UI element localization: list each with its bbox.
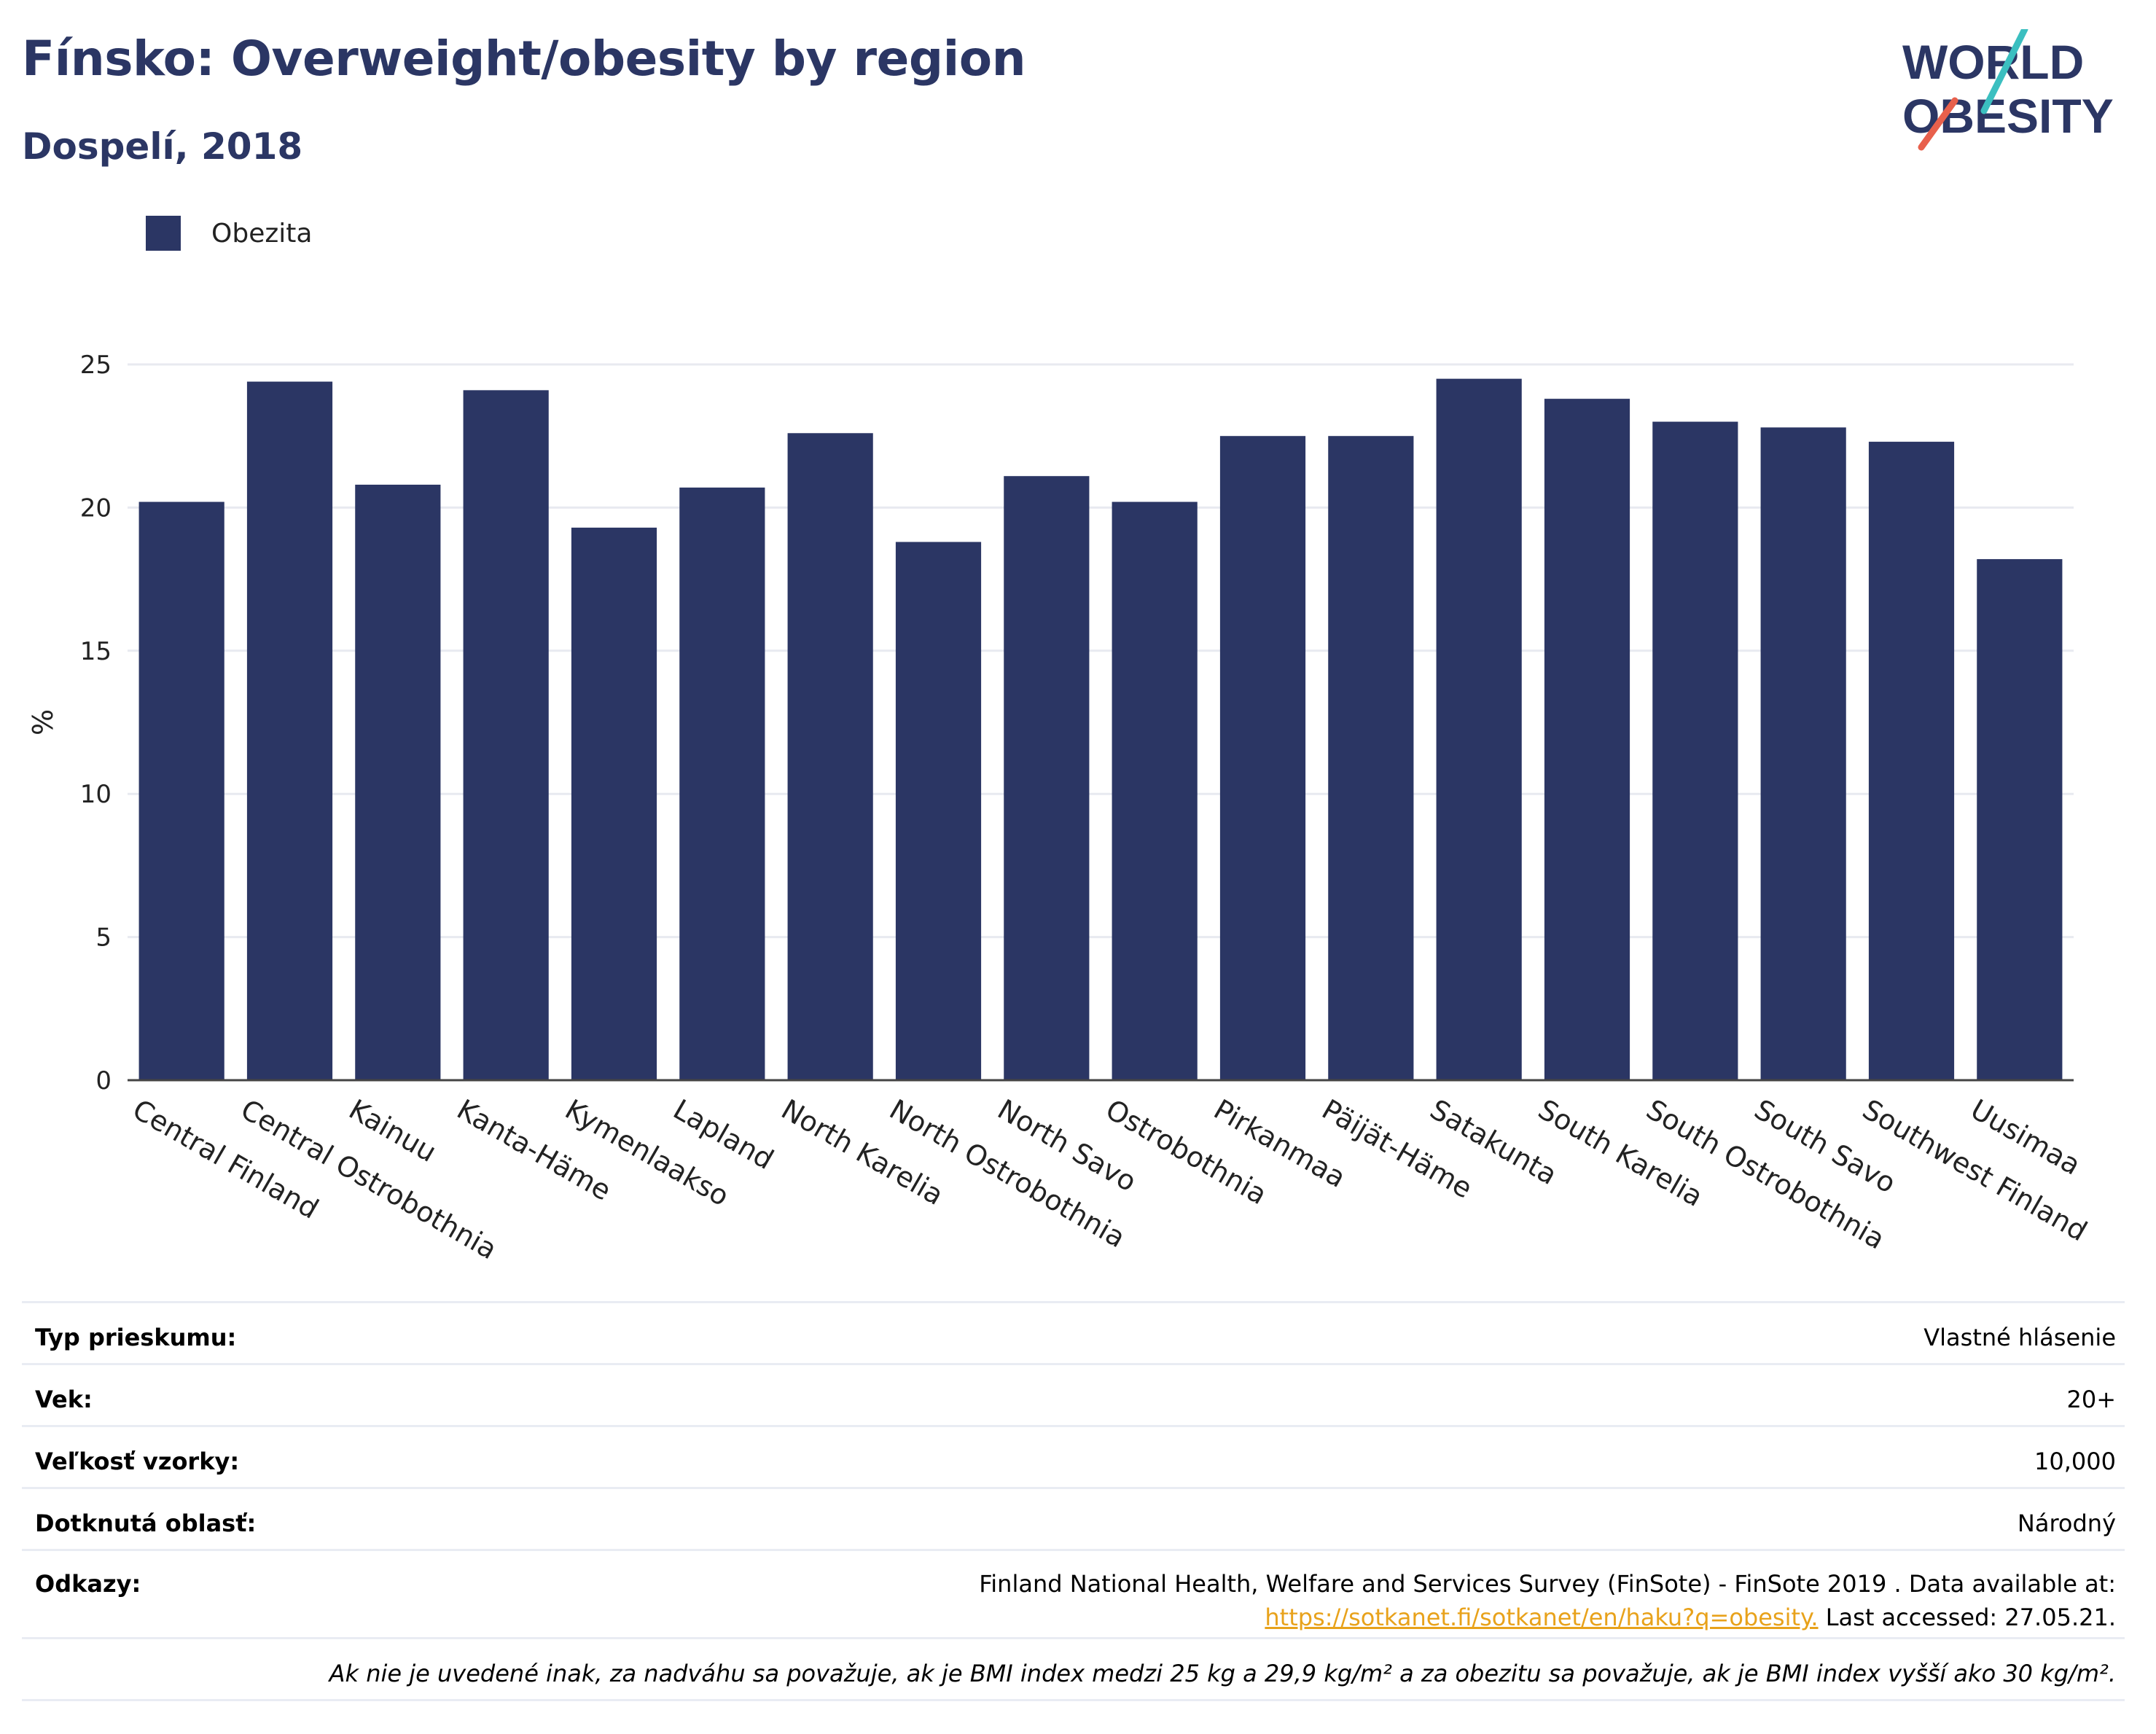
references-text: Finland National Health, Welfare and Ser… — [979, 1570, 2116, 1598]
sample-size-value: 10,000 — [2034, 1448, 2116, 1475]
sample-size-label: Veľkosť vzorky: — [35, 1448, 240, 1475]
y-tick-label: 5 — [95, 923, 112, 953]
bar — [246, 381, 333, 1080]
info-row-sample-size: Veľkosť vzorky: 10,000 — [22, 1425, 2125, 1487]
page-title: Fínsko: Overweight/obesity by region — [22, 31, 1026, 87]
logo-slash-red — [1918, 97, 1958, 151]
logo-text-obesity: OBESITY — [1902, 89, 2114, 143]
bar — [679, 487, 765, 1080]
y-tick-label: 15 — [80, 637, 112, 666]
footnote-text: Ak nie je uvedené inak, za nadváhu sa po… — [329, 1660, 2116, 1687]
bar — [1004, 476, 1090, 1080]
info-table: Typ prieskumu: Vlastné hlásenie Vek: 20+… — [22, 1301, 2125, 1701]
references-label: Odkazy: — [35, 1570, 141, 1598]
survey-type-value: Vlastné hlásenie — [1923, 1324, 2116, 1351]
info-row-area: Dotknutá oblasť: Národný — [22, 1487, 2125, 1549]
bar — [1219, 436, 1306, 1080]
y-tick-label: 0 — [95, 1066, 112, 1096]
y-tick-label: 10 — [80, 780, 112, 809]
info-row-survey-type: Typ prieskumu: Vlastné hlásenie — [22, 1301, 2125, 1363]
bar — [1112, 501, 1198, 1080]
references-value: Finland National Health, Welfare and Ser… — [979, 1567, 2116, 1634]
y-tick-label: 20 — [80, 493, 112, 523]
bar — [1436, 378, 1522, 1080]
logo-text-world: WORLD — [1902, 35, 2084, 89]
world-obesity-logo: WORLD OBESITY — [1902, 29, 2114, 151]
bar — [1652, 421, 1738, 1080]
info-row-age: Vek: 20+ — [22, 1363, 2125, 1425]
bar — [1544, 399, 1630, 1080]
bar — [1328, 436, 1414, 1080]
bar — [463, 390, 549, 1080]
references-accessed: Last accessed: 27.05.21. — [1818, 1604, 2116, 1631]
bar — [571, 527, 657, 1080]
info-row-references: Odkazy: Finland National Health, Welfare… — [22, 1549, 2125, 1637]
bar — [787, 433, 873, 1080]
bar — [1977, 559, 2063, 1080]
legend-swatch — [146, 216, 181, 251]
legend-label: Obezita — [211, 218, 313, 249]
bar — [895, 542, 982, 1080]
area-value: Národný — [2017, 1510, 2116, 1537]
x-tick-label: Central Finland — [128, 1093, 324, 1225]
y-axis-title: % — [27, 709, 59, 735]
y-tick-label: 25 — [80, 351, 112, 380]
info-row-footnote: Ak nie je uvedené inak, za nadváhu sa po… — [22, 1637, 2125, 1701]
area-label: Dotknutá oblasť: — [35, 1510, 257, 1537]
logo-slash-teal — [1980, 29, 2028, 114]
references-link[interactable]: https://sotkanet.fi/sotkanet/en/haku?q=o… — [1265, 1604, 1819, 1631]
age-value: 20+ — [2066, 1386, 2116, 1413]
age-label: Vek: — [35, 1386, 93, 1413]
bar — [1868, 442, 1955, 1080]
chart-legend: Obezita — [146, 216, 312, 251]
bar — [355, 484, 441, 1080]
page-subtitle: Dospelí, 2018 — [22, 125, 303, 168]
bar — [1760, 427, 1846, 1080]
survey-type-label: Typ prieskumu: — [35, 1324, 237, 1351]
bar — [138, 501, 224, 1080]
